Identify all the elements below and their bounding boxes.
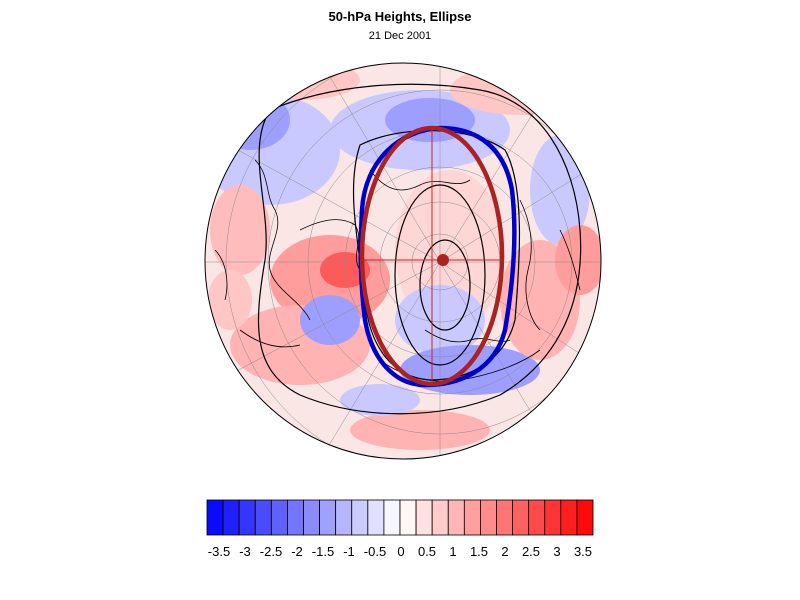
colorbar-tick-label: -3 — [239, 544, 251, 559]
colorbar-tick-label: 1 — [449, 544, 456, 559]
colorbar-swatch — [560, 499, 578, 536]
colorbar-swatch — [463, 499, 481, 536]
anomaly-blob — [350, 410, 490, 450]
colorbar-swatch — [415, 499, 433, 536]
colorbar-swatch — [447, 499, 465, 536]
colorbar-swatch — [206, 499, 224, 536]
colorbar-swatch — [335, 499, 353, 536]
polar-stereographic-map — [204, 62, 602, 460]
colorbar-swatch — [319, 499, 337, 536]
anomaly-blob — [340, 384, 420, 416]
colorbar-swatch — [480, 499, 497, 536]
colorbar-swatch — [399, 499, 417, 536]
colorbar-tick-label: -1.5 — [312, 544, 334, 559]
figure-title: 50-hPa Heights, Ellipse — [328, 9, 472, 24]
anomaly-blob — [320, 252, 370, 288]
colorbar-tick-label: -0.5 — [364, 544, 386, 559]
colorbar-tick-label: -2.5 — [260, 544, 282, 559]
globe-outline — [204, 62, 602, 460]
colorbar-swatch — [496, 499, 513, 536]
anomaly-blob — [300, 295, 360, 345]
colorbar-tick-label: -3.5 — [208, 544, 230, 559]
colorbar-tick-label: -2 — [291, 544, 303, 559]
colorbar-tick-labels: -3.5 -3 -2.5 -2 -1.5 -1 -0.5 0 0.5 1 1.5 2 2.5 3 3.5 — [208, 544, 592, 559]
colorbar-swatch — [367, 499, 385, 536]
ellipse-center-marker — [437, 254, 449, 266]
colorbar-tick-label: 2.5 — [522, 544, 540, 559]
colorbar-swatch — [528, 499, 546, 536]
colorbar-tick-label: 1.5 — [470, 544, 488, 559]
colorbar-tick-label: 0.5 — [418, 544, 436, 559]
anomaly-blob — [208, 270, 252, 330]
colorbar-swatch — [222, 499, 240, 536]
colorbar-swatch — [287, 499, 304, 536]
colorbar-swatch — [431, 499, 449, 536]
colorbar-swatch — [383, 499, 401, 536]
colorbar-swatch — [351, 499, 369, 536]
figure-date: 21 Dec 2001 — [368, 30, 432, 42]
anomaly-blob — [210, 185, 270, 275]
colorbar-tick-label: 3.5 — [574, 544, 592, 559]
colorbar-swatch — [254, 499, 272, 536]
colorbar-swatch — [238, 499, 256, 536]
colorbar-tick-label: 0 — [397, 544, 404, 559]
colorbar-swatch — [303, 499, 320, 536]
colorbar-tick-label: -1 — [343, 544, 355, 559]
colorbar-swatch — [270, 499, 288, 536]
colorbar-tick-label: 2 — [501, 544, 508, 559]
colorbar-swatches — [206, 499, 594, 536]
colorbar-tick-label: 3 — [553, 544, 560, 559]
colorbar-swatch — [512, 499, 530, 536]
colorbar-swatch — [576, 499, 594, 536]
colorbar-swatch — [544, 499, 562, 536]
